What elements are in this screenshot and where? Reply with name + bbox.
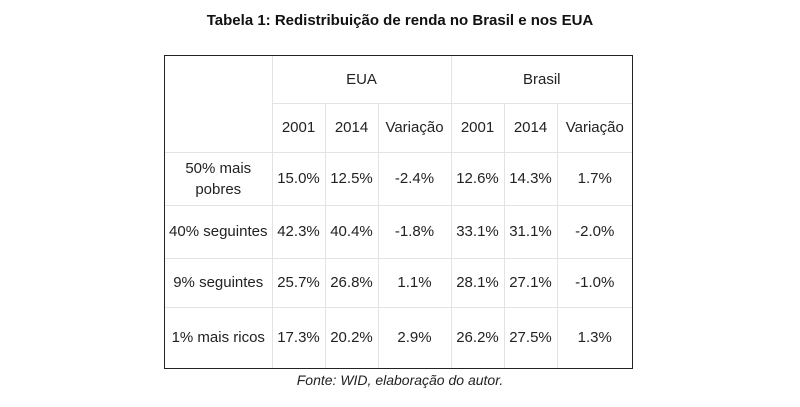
table-cell: 33.1% <box>451 205 505 259</box>
row-label: 9% seguintes <box>165 258 273 308</box>
table-cell: 17.3% <box>272 307 326 368</box>
column-header: 2001 <box>272 103 326 153</box>
row-label: 40% seguintes <box>165 205 273 259</box>
income-distribution-table: EUA Brasil 2001 2014 Variação 2001 2014 … <box>165 56 633 368</box>
table-cell: 14.3% <box>504 152 558 206</box>
table-cell: 42.3% <box>272 205 326 259</box>
column-header-row: 2001 2014 Variação 2001 2014 Variação <box>165 103 633 153</box>
table-cell: 31.1% <box>504 205 558 259</box>
table-row: 1% mais ricos 17.3% 20.2% 2.9% 26.2% 27.… <box>165 307 632 368</box>
table-cell: 40.4% <box>325 205 379 259</box>
table-cell: 28.1% <box>451 258 505 308</box>
table-cell: 12.5% <box>325 152 379 206</box>
table-title: Tabela 1: Redistribuição de renda no Bra… <box>206 12 594 29</box>
table-cell: 2.9% <box>378 307 452 368</box>
corner-cell <box>165 56 273 153</box>
table-cell: 15.0% <box>272 152 326 206</box>
column-header: 2014 <box>325 103 379 153</box>
table-cell: 27.1% <box>504 258 558 308</box>
row-label: 50% mais pobres <box>165 152 273 206</box>
group-header-eua: EUA <box>272 56 452 104</box>
column-header: Variação <box>557 103 633 153</box>
table-cell: -1.0% <box>557 258 633 308</box>
table-cell: -1.8% <box>378 205 452 259</box>
table-cell: 1.3% <box>577 329 612 347</box>
table-source-note: Fonte: WID, elaboração do autor. <box>296 372 504 388</box>
table-cell: 27.5% <box>504 307 558 368</box>
group-header-brasil: Brasil <box>451 56 633 104</box>
table-cell: 26.2% <box>451 307 505 368</box>
row-label: 1% mais ricos <box>165 307 273 368</box>
table-cell: -2.0% <box>557 205 633 259</box>
table-cell: 12.6% <box>451 152 505 206</box>
table-cell: -2.4% <box>378 152 452 206</box>
column-header: Variação <box>378 103 452 153</box>
group-header-row: EUA Brasil <box>165 56 633 153</box>
table-cell: 26.8% <box>325 258 379 308</box>
table-row: 50% mais pobres 15.0% 12.5% -2.4% 12.6% … <box>165 152 633 206</box>
table-row: 40% seguintes 42.3% 40.4% -1.8% 33.1% 31… <box>165 205 633 259</box>
table-cell: 1.7% <box>557 152 633 206</box>
column-header: 2001 <box>451 103 505 153</box>
column-header: 2014 <box>504 103 558 153</box>
table-cell: 1.1% <box>378 258 452 308</box>
table-row: 9% seguintes 25.7% 26.8% 1.1% 28.1% 27.1… <box>165 258 633 308</box>
table-cell: 25.7% <box>272 258 326 308</box>
table-cell: 20.2% <box>325 307 379 368</box>
